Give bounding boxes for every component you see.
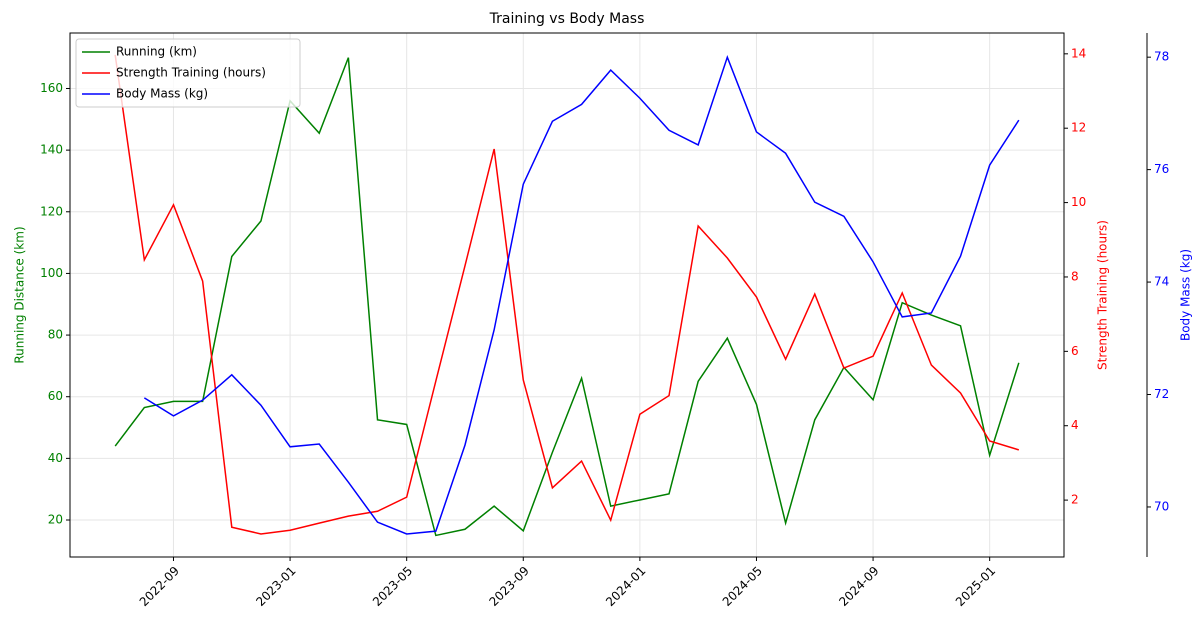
x-tick-label: 2024-09 xyxy=(836,564,881,609)
legend-label: Body Mass (kg) xyxy=(116,87,208,101)
legend-box xyxy=(75,38,301,108)
y-tick-label: 74 xyxy=(1154,275,1169,289)
axis-label: Body Mass (kg) xyxy=(1179,249,1193,341)
y-tick-label: 14 xyxy=(1071,46,1086,60)
series-line xyxy=(114,54,1020,535)
y-tick-label: 80 xyxy=(48,328,63,342)
y-tick-label: 76 xyxy=(1154,162,1169,176)
x-tick-label: 2022-09 xyxy=(137,564,182,609)
legend: Running (km) Strength Training (hours) Bod… xyxy=(75,38,301,108)
x-tick-label: 2025-01 xyxy=(953,564,998,609)
y-tick-label: 8 xyxy=(1071,269,1079,283)
y-tick-label: 2 xyxy=(1071,493,1079,507)
x-tick-label: 2023-05 xyxy=(370,564,415,609)
y-tick-label: 60 xyxy=(48,389,63,403)
legend-label: Strength Training (hours) xyxy=(116,66,266,80)
axis-label: Strength Training (hours) xyxy=(1096,220,1110,370)
plot-frame xyxy=(69,32,1065,558)
y-tick-label: 4 xyxy=(1071,418,1079,432)
y-tick-label: 100 xyxy=(40,266,63,280)
chart-title: Training vs Body Mass xyxy=(489,11,645,27)
legend-label: Running (km) xyxy=(116,45,197,59)
y-tick-label: 78 xyxy=(1154,50,1169,64)
x-tick-label: 2024-05 xyxy=(720,564,765,609)
y-tick-label: 6 xyxy=(1071,344,1079,358)
series-line xyxy=(143,54,1020,535)
y-tick-label: 40 xyxy=(48,451,63,465)
y-tick-label: 12 xyxy=(1071,121,1086,135)
axis-label: Running Distance (km) xyxy=(13,226,27,363)
x-tick-label: 2023-09 xyxy=(487,564,532,609)
x-tick-label: 2024-01 xyxy=(603,564,648,609)
y-tick-label: 70 xyxy=(1154,499,1169,513)
y-tick-label: 120 xyxy=(40,204,63,218)
series-line xyxy=(114,57,1020,537)
y-tick-label: 160 xyxy=(40,81,63,95)
x-tick-label: 2023-01 xyxy=(253,564,298,609)
y-tick-label: 10 xyxy=(1071,195,1086,209)
y-tick-label: 20 xyxy=(48,513,63,527)
y-tick-label: 140 xyxy=(40,143,63,157)
y-tick-label: 72 xyxy=(1154,387,1169,401)
